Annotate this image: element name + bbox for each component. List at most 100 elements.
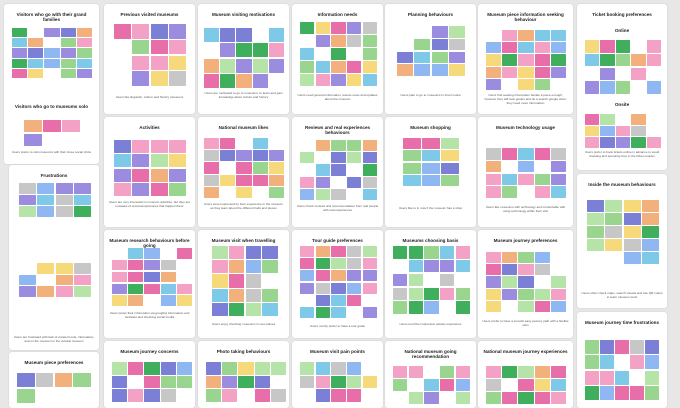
sticky-note[interactable] <box>262 302 278 316</box>
frame-previous-visited-museums[interactable]: Previous visited museums Users like lingu… <box>104 4 195 114</box>
sticky-note[interactable] <box>37 263 55 274</box>
frame-activities[interactable]: Activities Users are very interested in m… <box>104 117 195 227</box>
sticky-note[interactable] <box>346 74 362 86</box>
sticky-note[interactable] <box>44 48 60 58</box>
sticky-note[interactable] <box>550 54 566 66</box>
sticky-note[interactable] <box>19 194 37 206</box>
sticky-note[interactable] <box>448 38 465 51</box>
sticky-note[interactable] <box>128 283 144 295</box>
sticky-note[interactable] <box>73 373 91 388</box>
sticky-note[interactable] <box>228 246 245 260</box>
sticky-note[interactable] <box>424 392 439 404</box>
sticky-note[interactable] <box>268 162 284 174</box>
sticky-note[interactable] <box>534 148 550 160</box>
sticky-note[interactable] <box>439 379 455 391</box>
sticky-note[interactable] <box>60 68 76 78</box>
sticky-note[interactable] <box>346 140 362 152</box>
sticky-note[interactable] <box>300 282 315 294</box>
sticky-note[interactable] <box>144 362 160 375</box>
sticky-note[interactable] <box>168 24 186 39</box>
sticky-note[interactable] <box>431 64 448 76</box>
sticky-note[interactable] <box>630 355 644 370</box>
sticky-note[interactable] <box>331 48 346 60</box>
sticky-note[interactable] <box>270 362 286 375</box>
sticky-note[interactable] <box>422 138 440 150</box>
sticky-note[interactable] <box>168 182 186 196</box>
sticky-note[interactable] <box>346 270 362 282</box>
sticky-note[interactable] <box>212 288 228 302</box>
sticky-note[interactable] <box>76 38 92 48</box>
sticky-note[interactable] <box>43 120 61 133</box>
sticky-note[interactable] <box>486 288 502 300</box>
sticky-note[interactable] <box>212 274 228 288</box>
sticky-note[interactable] <box>204 28 220 43</box>
sticky-note[interactable] <box>431 38 448 51</box>
sticky-note[interactable] <box>245 246 262 260</box>
sticky-note[interactable] <box>587 213 605 225</box>
sticky-note[interactable] <box>534 30 550 42</box>
sticky-note[interactable] <box>408 246 424 259</box>
sticky-note[interactable] <box>300 188 315 200</box>
sticky-note[interactable] <box>331 294 346 306</box>
sticky-note[interactable] <box>35 373 54 388</box>
sticky-note[interactable] <box>112 283 128 295</box>
sticky-note[interactable] <box>252 150 268 162</box>
sticky-note[interactable] <box>502 276 518 288</box>
sticky-note[interactable] <box>550 300 566 312</box>
sticky-note[interactable] <box>73 274 91 286</box>
sticky-note[interactable] <box>60 58 76 68</box>
sticky-note[interactable] <box>518 264 534 276</box>
sticky-note[interactable] <box>518 300 534 312</box>
sticky-note[interactable] <box>204 58 220 73</box>
sticky-note[interactable] <box>300 48 315 60</box>
sticky-note[interactable] <box>128 362 144 375</box>
sticky-note[interactable] <box>641 213 659 225</box>
sticky-note[interactable] <box>220 174 236 186</box>
sticky-note[interactable] <box>76 28 92 38</box>
sticky-note[interactable] <box>19 286 37 297</box>
sticky-note[interactable] <box>176 248 192 259</box>
sticky-note[interactable] <box>424 259 439 273</box>
sticky-note[interactable] <box>132 182 150 196</box>
frame-national-museum-going-recommendation[interactable]: National museum going recommendation <box>385 341 476 408</box>
sticky-note[interactable] <box>518 379 534 391</box>
sticky-note[interactable] <box>331 282 346 294</box>
sticky-note[interactable] <box>28 48 44 58</box>
sticky-note[interactable] <box>518 173 534 186</box>
sticky-note[interactable] <box>54 373 73 388</box>
sticky-note[interactable] <box>44 58 60 68</box>
sticky-note[interactable] <box>486 264 502 276</box>
sticky-note[interactable] <box>518 78 534 90</box>
sticky-note[interactable] <box>408 287 424 301</box>
sticky-note[interactable] <box>585 114 600 125</box>
sticky-note[interactable] <box>204 73 220 88</box>
sticky-note[interactable] <box>228 274 245 288</box>
sticky-note[interactable] <box>502 66 518 78</box>
sticky-note[interactable] <box>37 206 55 217</box>
sticky-note[interactable] <box>585 137 600 148</box>
sticky-note[interactable] <box>486 392 502 404</box>
sticky-note[interactable] <box>236 28 252 43</box>
sticky-note[interactable] <box>76 58 92 68</box>
sticky-note[interactable] <box>600 53 615 67</box>
sticky-note[interactable] <box>455 379 470 391</box>
sticky-note[interactable] <box>441 174 459 186</box>
sticky-note[interactable] <box>623 252 641 264</box>
frame-national-museum-journey-experiences[interactable]: National museum journey experiences <box>478 341 573 408</box>
sticky-note[interactable] <box>623 200 641 212</box>
sticky-note[interactable] <box>315 362 331 375</box>
sticky-note[interactable] <box>362 270 377 282</box>
sticky-note[interactable] <box>160 283 176 295</box>
sticky-note[interactable] <box>518 252 534 264</box>
sticky-note[interactable] <box>144 259 160 271</box>
sticky-note[interactable] <box>393 273 408 287</box>
sticky-note[interactable] <box>534 186 550 198</box>
sticky-note[interactable] <box>550 42 566 54</box>
sticky-note[interactable] <box>262 288 278 302</box>
sticky-note[interactable] <box>12 48 28 58</box>
sticky-note[interactable] <box>534 78 550 90</box>
sticky-note[interactable] <box>132 39 150 55</box>
sticky-note[interactable] <box>550 288 566 300</box>
sticky-note[interactable] <box>315 22 331 34</box>
sticky-note[interactable] <box>600 81 615 94</box>
